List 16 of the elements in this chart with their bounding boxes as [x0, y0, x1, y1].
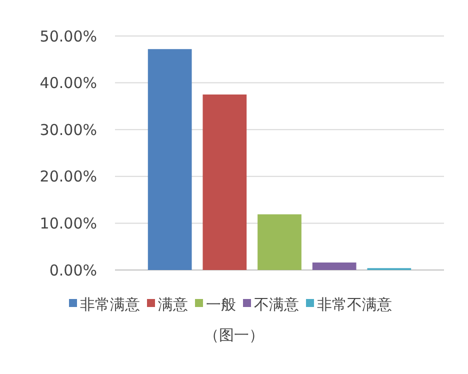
text: （图一） — [204, 326, 264, 344]
bar — [202, 94, 247, 270]
bar — [312, 262, 356, 270]
legend-label: 一般 — [206, 295, 236, 314]
y-tick-label: 20.00% — [40, 168, 97, 186]
legend-label: 非常不满意 — [317, 295, 392, 314]
legend-label: 非常满意 — [80, 295, 140, 314]
y-tick-label: 40.00% — [40, 74, 97, 92]
bar — [148, 49, 192, 270]
y-tick-label: 10.00% — [40, 214, 97, 232]
y-tick-label: 50.00% — [40, 27, 97, 46]
legend-label: 满意 — [158, 295, 188, 314]
legend-label: 不满意 — [254, 295, 299, 314]
y-tick-label: 0.00% — [49, 261, 97, 280]
y-tick-label: 30.00% — [40, 120, 97, 139]
bar — [258, 214, 302, 270]
